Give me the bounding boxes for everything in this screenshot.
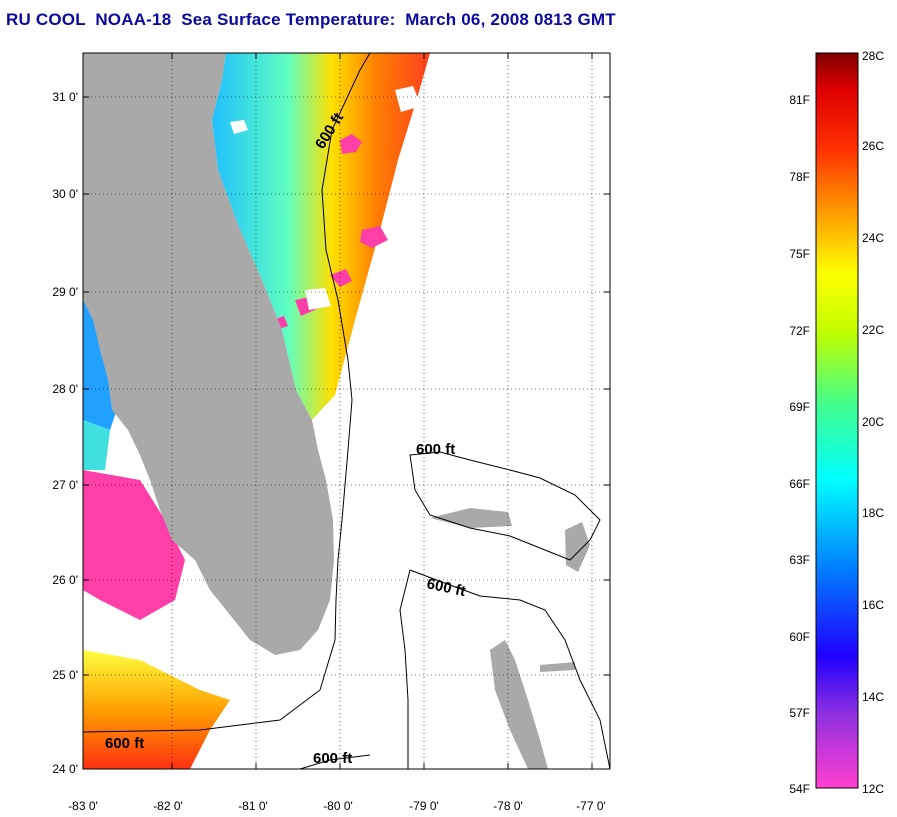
axis-ticks	[83, 53, 610, 769]
fahrenheit-label: 75F	[789, 247, 810, 261]
fahrenheit-label: 63F	[789, 553, 810, 567]
cloud-white-patches	[230, 86, 421, 310]
sst-gulf-mid	[83, 470, 185, 620]
lat-label: 25 0'	[52, 668, 78, 682]
fahrenheit-label: 54F	[789, 782, 810, 796]
lon-label: -80 0'	[323, 799, 353, 813]
contour-label-4: 600 ft	[105, 735, 144, 752]
lon-label: -81 0'	[238, 799, 268, 813]
temperature-colorbar: 81F 78F 75F 72F 69F 66F 63F 60F 57F 54F …	[789, 49, 884, 796]
lat-label: 29 0'	[52, 285, 78, 299]
celsius-label: 20C	[862, 415, 884, 429]
celsius-label: 14C	[862, 690, 884, 704]
fahrenheit-label: 69F	[789, 400, 810, 414]
map-frame	[82, 52, 611, 770]
lon-label: -82 0'	[153, 799, 183, 813]
fahrenheit-label: 60F	[789, 630, 810, 644]
contour-600ft-little-bahama	[409, 451, 601, 561]
lat-label: 28 0'	[52, 382, 78, 396]
andros-land	[490, 640, 548, 769]
fahrenheit-label: 66F	[789, 477, 810, 491]
exuma-land	[540, 662, 575, 672]
fahrenheit-label: 57F	[789, 706, 810, 720]
colorbar-celsius-labels: 28C 26C 24C 22C 20C 18C 16C 14C 12C	[862, 49, 884, 796]
contour-600ft-south	[299, 754, 371, 769]
abaco-land	[565, 522, 590, 572]
lon-label: -78 0'	[493, 799, 523, 813]
celsius-label: 22C	[862, 323, 884, 337]
longitude-labels: -83 0' -82 0' -81 0' -80 0' -79 0' -78 0…	[68, 799, 606, 813]
celsius-label: 28C	[862, 49, 884, 63]
celsius-label: 12C	[862, 782, 884, 796]
bathymetry-contours	[83, 53, 610, 769]
celsius-label: 18C	[862, 506, 884, 520]
contour-600ft-florida-east	[83, 53, 371, 733]
map-title: RU COOL NOAA-18 Sea Surface Temperature:…	[6, 10, 616, 29]
map-panel: 600 ft 600 ft 600 ft 600 ft 600 ft 31 0'…	[52, 52, 611, 813]
celsius-label: 24C	[862, 231, 884, 245]
fahrenheit-label: 81F	[789, 93, 810, 107]
lon-label: -77 0'	[576, 799, 606, 813]
florida-land	[83, 53, 334, 655]
lat-label: 27 0'	[52, 478, 78, 492]
colorbar-fahrenheit-labels: 81F 78F 75F 72F 69F 66F 63F 60F 57F 54F	[789, 93, 810, 796]
lat-label: 31 0'	[52, 90, 78, 104]
lon-label: -83 0'	[68, 799, 98, 813]
lat-label: 26 0'	[52, 573, 78, 587]
colorbar-gradient	[815, 52, 859, 789]
bahamas-land	[430, 508, 512, 528]
latitude-labels: 31 0' 30 0' 29 0' 28 0' 27 0' 26 0' 25 0…	[52, 90, 78, 776]
contour-label-5: 600 ft	[313, 750, 352, 767]
map-gridlines	[83, 53, 610, 769]
contour-600ft-west	[399, 569, 411, 769]
sst-swath-atlantic	[212, 53, 430, 420]
fahrenheit-label: 72F	[789, 324, 810, 338]
lon-label: -79 0'	[409, 799, 439, 813]
contour-600ft-great-bahama	[409, 569, 610, 769]
lat-label: 30 0'	[52, 187, 78, 201]
lat-label: 24 0'	[52, 762, 78, 776]
fahrenheit-label: 78F	[789, 170, 810, 184]
sst-gulf-cyan	[83, 420, 110, 470]
sst-gulf-south	[83, 650, 230, 769]
contour-label-2: 600 ft	[416, 441, 455, 458]
celsius-label: 16C	[862, 598, 884, 612]
celsius-label: 26C	[862, 139, 884, 153]
